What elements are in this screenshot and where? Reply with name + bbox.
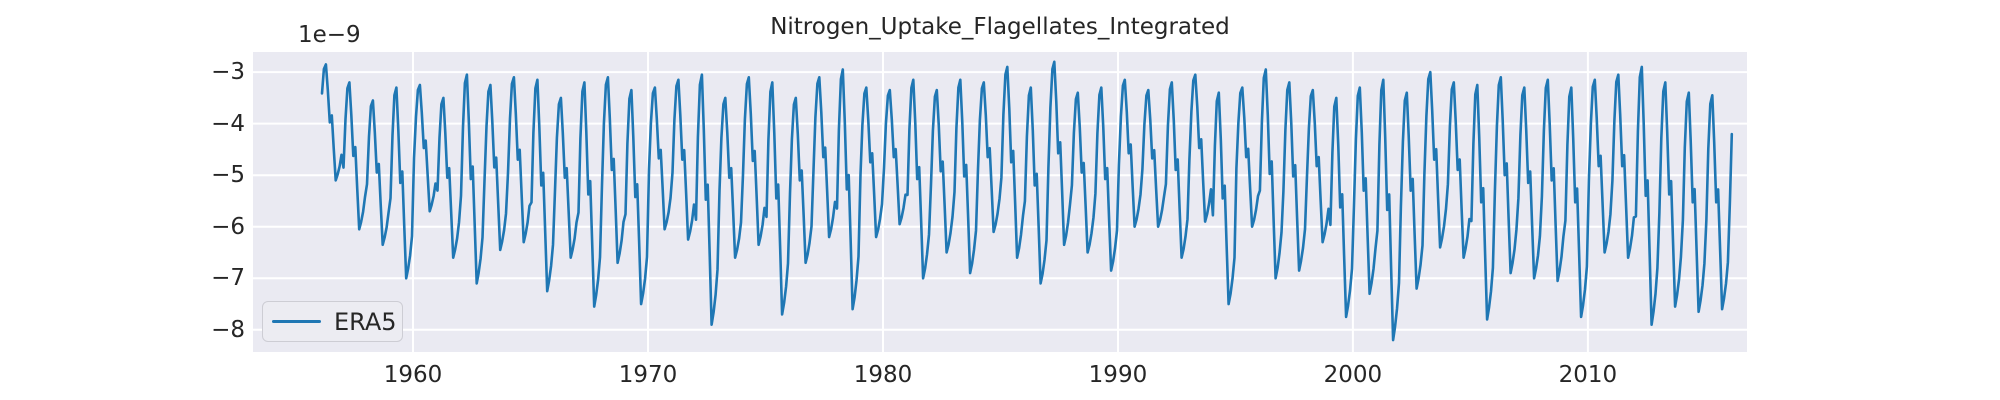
plot-canvas: [253, 52, 1747, 352]
data-line-era5: [320, 60, 1734, 342]
x-tick-label: 2010: [1558, 362, 1618, 388]
x-tick-label: 1980: [853, 362, 913, 388]
y-tick-label: −4: [211, 110, 245, 137]
x-tick-label: 1990: [1088, 362, 1148, 388]
x-tick-label: 2000: [1323, 362, 1383, 388]
y-tick-label: −6: [211, 213, 245, 240]
y-axis-offset-label: 1e−9: [298, 22, 361, 48]
legend-line-sample: [272, 319, 321, 324]
y-tick-label: −8: [211, 316, 245, 343]
plot-area: ERA5: [253, 52, 1747, 352]
x-tick-label: 1960: [383, 362, 443, 388]
legend-series-label: ERA5: [334, 307, 397, 336]
y-tick-label: −7: [211, 265, 245, 292]
chart-title: Nitrogen_Uptake_Flagellates_Integrated: [770, 14, 1230, 40]
y-tick-label: −3: [211, 59, 245, 86]
x-tick-label: 1970: [618, 362, 678, 388]
legend-box: ERA5: [262, 301, 403, 342]
y-tick-label: −5: [211, 162, 245, 189]
